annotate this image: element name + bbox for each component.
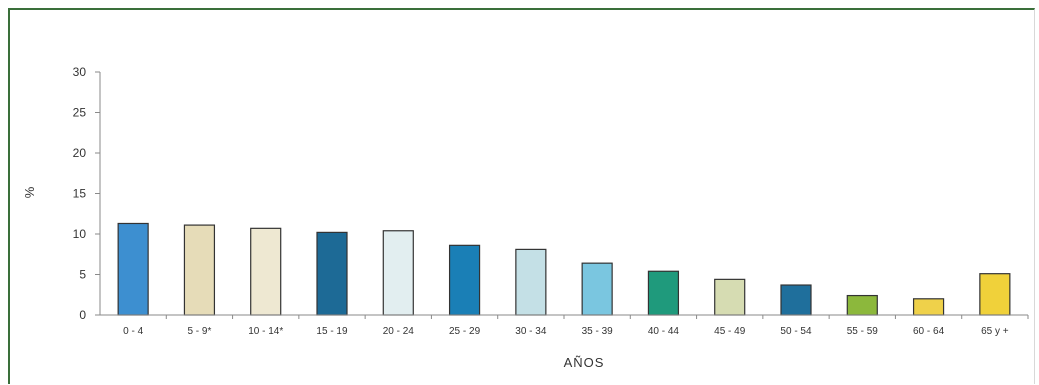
x-tick-label: 55 - 59: [847, 326, 879, 337]
y-tick-label: 20: [73, 146, 87, 160]
bar-1: [183, 224, 216, 316]
bar-8: [647, 270, 680, 316]
x-tick-label: 5 - 9*: [187, 326, 211, 337]
y-axis-ticks: 0 5 10 15 20 25 30: [73, 65, 100, 322]
y-tick-label: 0: [79, 308, 86, 322]
x-tick-label: 45 - 49: [714, 326, 746, 337]
bar-2: [250, 227, 282, 316]
y-tick-label: 5: [79, 268, 86, 282]
chart-frame: [8, 8, 1035, 384]
bar-3: [316, 231, 348, 316]
y-tick-label: 25: [73, 106, 87, 120]
bar-5: [448, 244, 481, 316]
x-tick-label: 65 y +: [981, 326, 1009, 337]
y-axis-title: %: [22, 186, 37, 199]
x-tick-label: 60 - 64: [913, 326, 945, 337]
x-axis-title: AÑOS: [564, 355, 605, 370]
x-tick-label: 25 - 29: [449, 326, 481, 337]
x-axis-tick-labels: 0 - 4 5 - 9* 10 - 14* 15 - 19 20 - 24 25 - 29…: [123, 315, 1029, 337]
x-tick-label: 50 - 54: [780, 326, 812, 337]
bar-6: [515, 248, 547, 316]
bar-0: [117, 222, 149, 316]
bar-7: [581, 262, 613, 316]
x-tick-label: 40 - 44: [648, 326, 680, 337]
y-tick-label: 30: [73, 65, 87, 79]
bar-10: [780, 284, 812, 316]
bars: [117, 222, 1011, 316]
x-tick-label: 0 - 4: [123, 326, 143, 337]
y-tick-label: 10: [73, 227, 87, 241]
x-tick-label: 30 - 34: [515, 326, 547, 337]
bar-4: [382, 230, 414, 316]
bar-9: [714, 278, 746, 316]
y-tick-label: 15: [73, 187, 87, 201]
bar-11: [846, 294, 878, 316]
x-tick-label: 35 - 39: [582, 326, 614, 337]
bar-13: [979, 273, 1011, 316]
x-tick-label: 15 - 19: [316, 326, 348, 337]
x-tick-label: 10 - 14*: [248, 326, 283, 337]
bar-12: [912, 298, 945, 316]
x-tick-label: 20 - 24: [383, 326, 415, 337]
